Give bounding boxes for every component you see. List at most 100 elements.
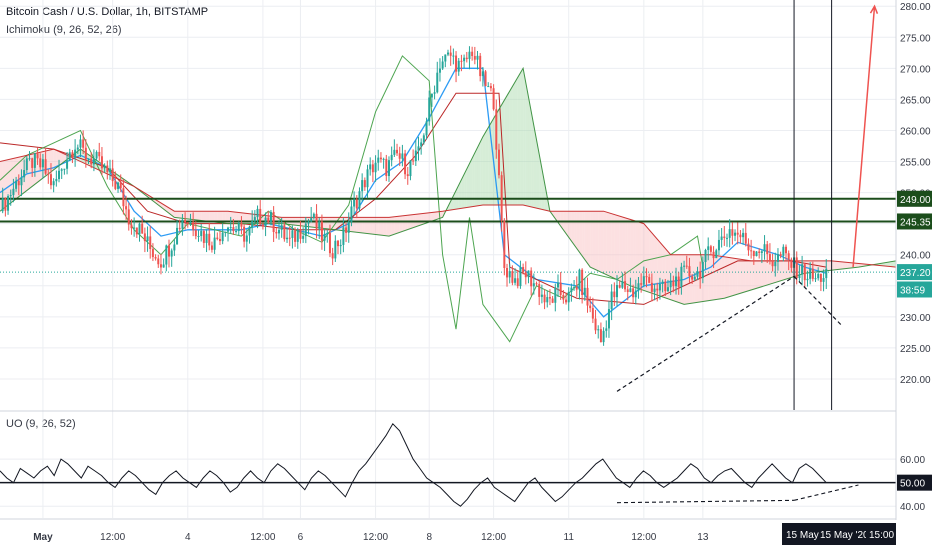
candle-body (205, 233, 208, 243)
candle-body (422, 135, 425, 143)
candle-body (227, 227, 230, 232)
ichimoku-cloud-segment (643, 223, 647, 292)
ichimoku-cloud-segment (828, 260, 832, 271)
ichimoku-cloud-segment (485, 127, 489, 205)
uo-trendline[interactable] (616, 499, 795, 504)
candle-body (530, 270, 533, 287)
candle-body (146, 236, 149, 242)
x-tick-label: 11 (564, 532, 575, 543)
series-line-span-b (0, 148, 897, 268)
uo-trendline[interactable] (793, 484, 859, 501)
candle-body (417, 146, 420, 151)
candle-body (578, 269, 581, 290)
candle-body (170, 250, 173, 257)
ichimoku-cloud-segment (713, 255, 717, 300)
ichimoku-cloud-segment (587, 211, 591, 268)
candle-body (763, 244, 766, 252)
candle-body (358, 191, 361, 209)
candle-body (575, 287, 578, 290)
candle-body (63, 168, 66, 170)
ichimoku-cloud-segment (786, 260, 789, 280)
ichimoku-cloud-segment (568, 211, 572, 242)
ichimoku-cloud-segment (836, 261, 840, 270)
candle-body (739, 234, 742, 238)
ichimoku-cloud-segment (394, 216, 398, 235)
candle-body (90, 158, 93, 165)
candle-body (286, 237, 289, 240)
ichimoku-cloud-segment (214, 211, 218, 223)
candle-body (629, 288, 632, 292)
time-cursor-label: 15 May '20 (820, 530, 869, 541)
candle-body (130, 224, 133, 229)
ichimoku-cloud-segment (845, 262, 848, 269)
ichimoku-cloud-segment (380, 217, 384, 236)
trendline[interactable] (616, 275, 795, 392)
candle-body (58, 170, 61, 180)
candle-body (98, 151, 101, 157)
candle-body (291, 230, 294, 238)
forecast-arrow[interactable] (852, 6, 876, 268)
candle-body (556, 282, 559, 288)
candle-body (688, 266, 691, 277)
candle-body (546, 297, 549, 303)
candle-body (500, 175, 503, 221)
candle-body (589, 305, 592, 309)
ichimoku-cloud-segment (383, 217, 387, 236)
candle-body (605, 328, 608, 331)
candle-body (752, 250, 755, 257)
ichimoku-cloud-segment (477, 142, 481, 206)
candle-body (616, 285, 619, 298)
candle-body (683, 265, 686, 267)
candle-body (17, 180, 20, 186)
ichimoku-cloud-segment (185, 211, 188, 219)
ichimoku-cloud-segment (617, 215, 620, 281)
ichimoku-cloud-segment (552, 211, 556, 219)
candle-body (377, 157, 380, 163)
price-axis[interactable] (896, 0, 932, 520)
ichimoku-cloud-segment (362, 217, 365, 234)
candle-body (240, 222, 243, 227)
candle-body (237, 222, 240, 231)
candle-body (610, 291, 613, 310)
candle-body (87, 158, 90, 160)
candle-body (420, 142, 423, 147)
candle-body (15, 180, 18, 189)
ichimoku-cloud-segment (203, 211, 207, 222)
ichimoku-cloud-segment (882, 262, 886, 267)
candle-body (36, 153, 39, 159)
ichimoku-cloud-segment (858, 263, 862, 268)
candle-body (404, 153, 407, 175)
candle-body (280, 225, 283, 230)
candle-body (717, 239, 720, 251)
ichimoku-cloud-segment (839, 261, 843, 270)
candle-body (519, 267, 522, 287)
symbol-title: Bitcoin Cash / U.S. Dollar, 1h, BITSTAMP (6, 6, 209, 18)
candle-body (476, 55, 479, 60)
candle-body (25, 158, 28, 171)
candle-body (200, 231, 203, 237)
ichimoku-cloud-segment (887, 261, 891, 267)
candle-body (312, 213, 315, 219)
candle-body (288, 237, 291, 239)
ichimoku-cloud-segment (890, 261, 894, 267)
trendline[interactable] (793, 276, 843, 327)
candle-body (95, 151, 98, 159)
candle-body (731, 229, 734, 236)
ichimoku-cloud-segment (576, 211, 580, 253)
ichimoku-cloud-segment (531, 111, 534, 208)
time-axis[interactable] (0, 520, 932, 550)
ichimoku-cloud-segment (415, 214, 419, 227)
candle-body (795, 257, 798, 278)
ichimoku-cloud-segment (179, 211, 183, 219)
ichimoku-cloud-segment (434, 211, 438, 221)
candle-body (653, 288, 656, 292)
candle-body (747, 243, 750, 251)
candle-body (809, 268, 812, 279)
y-tick-label: 270.00 (900, 64, 931, 75)
candle-body (159, 264, 162, 268)
candle-body (436, 72, 439, 93)
candle-body (699, 271, 702, 279)
ichimoku-cloud-segment (512, 82, 516, 205)
candle-body (806, 278, 809, 281)
